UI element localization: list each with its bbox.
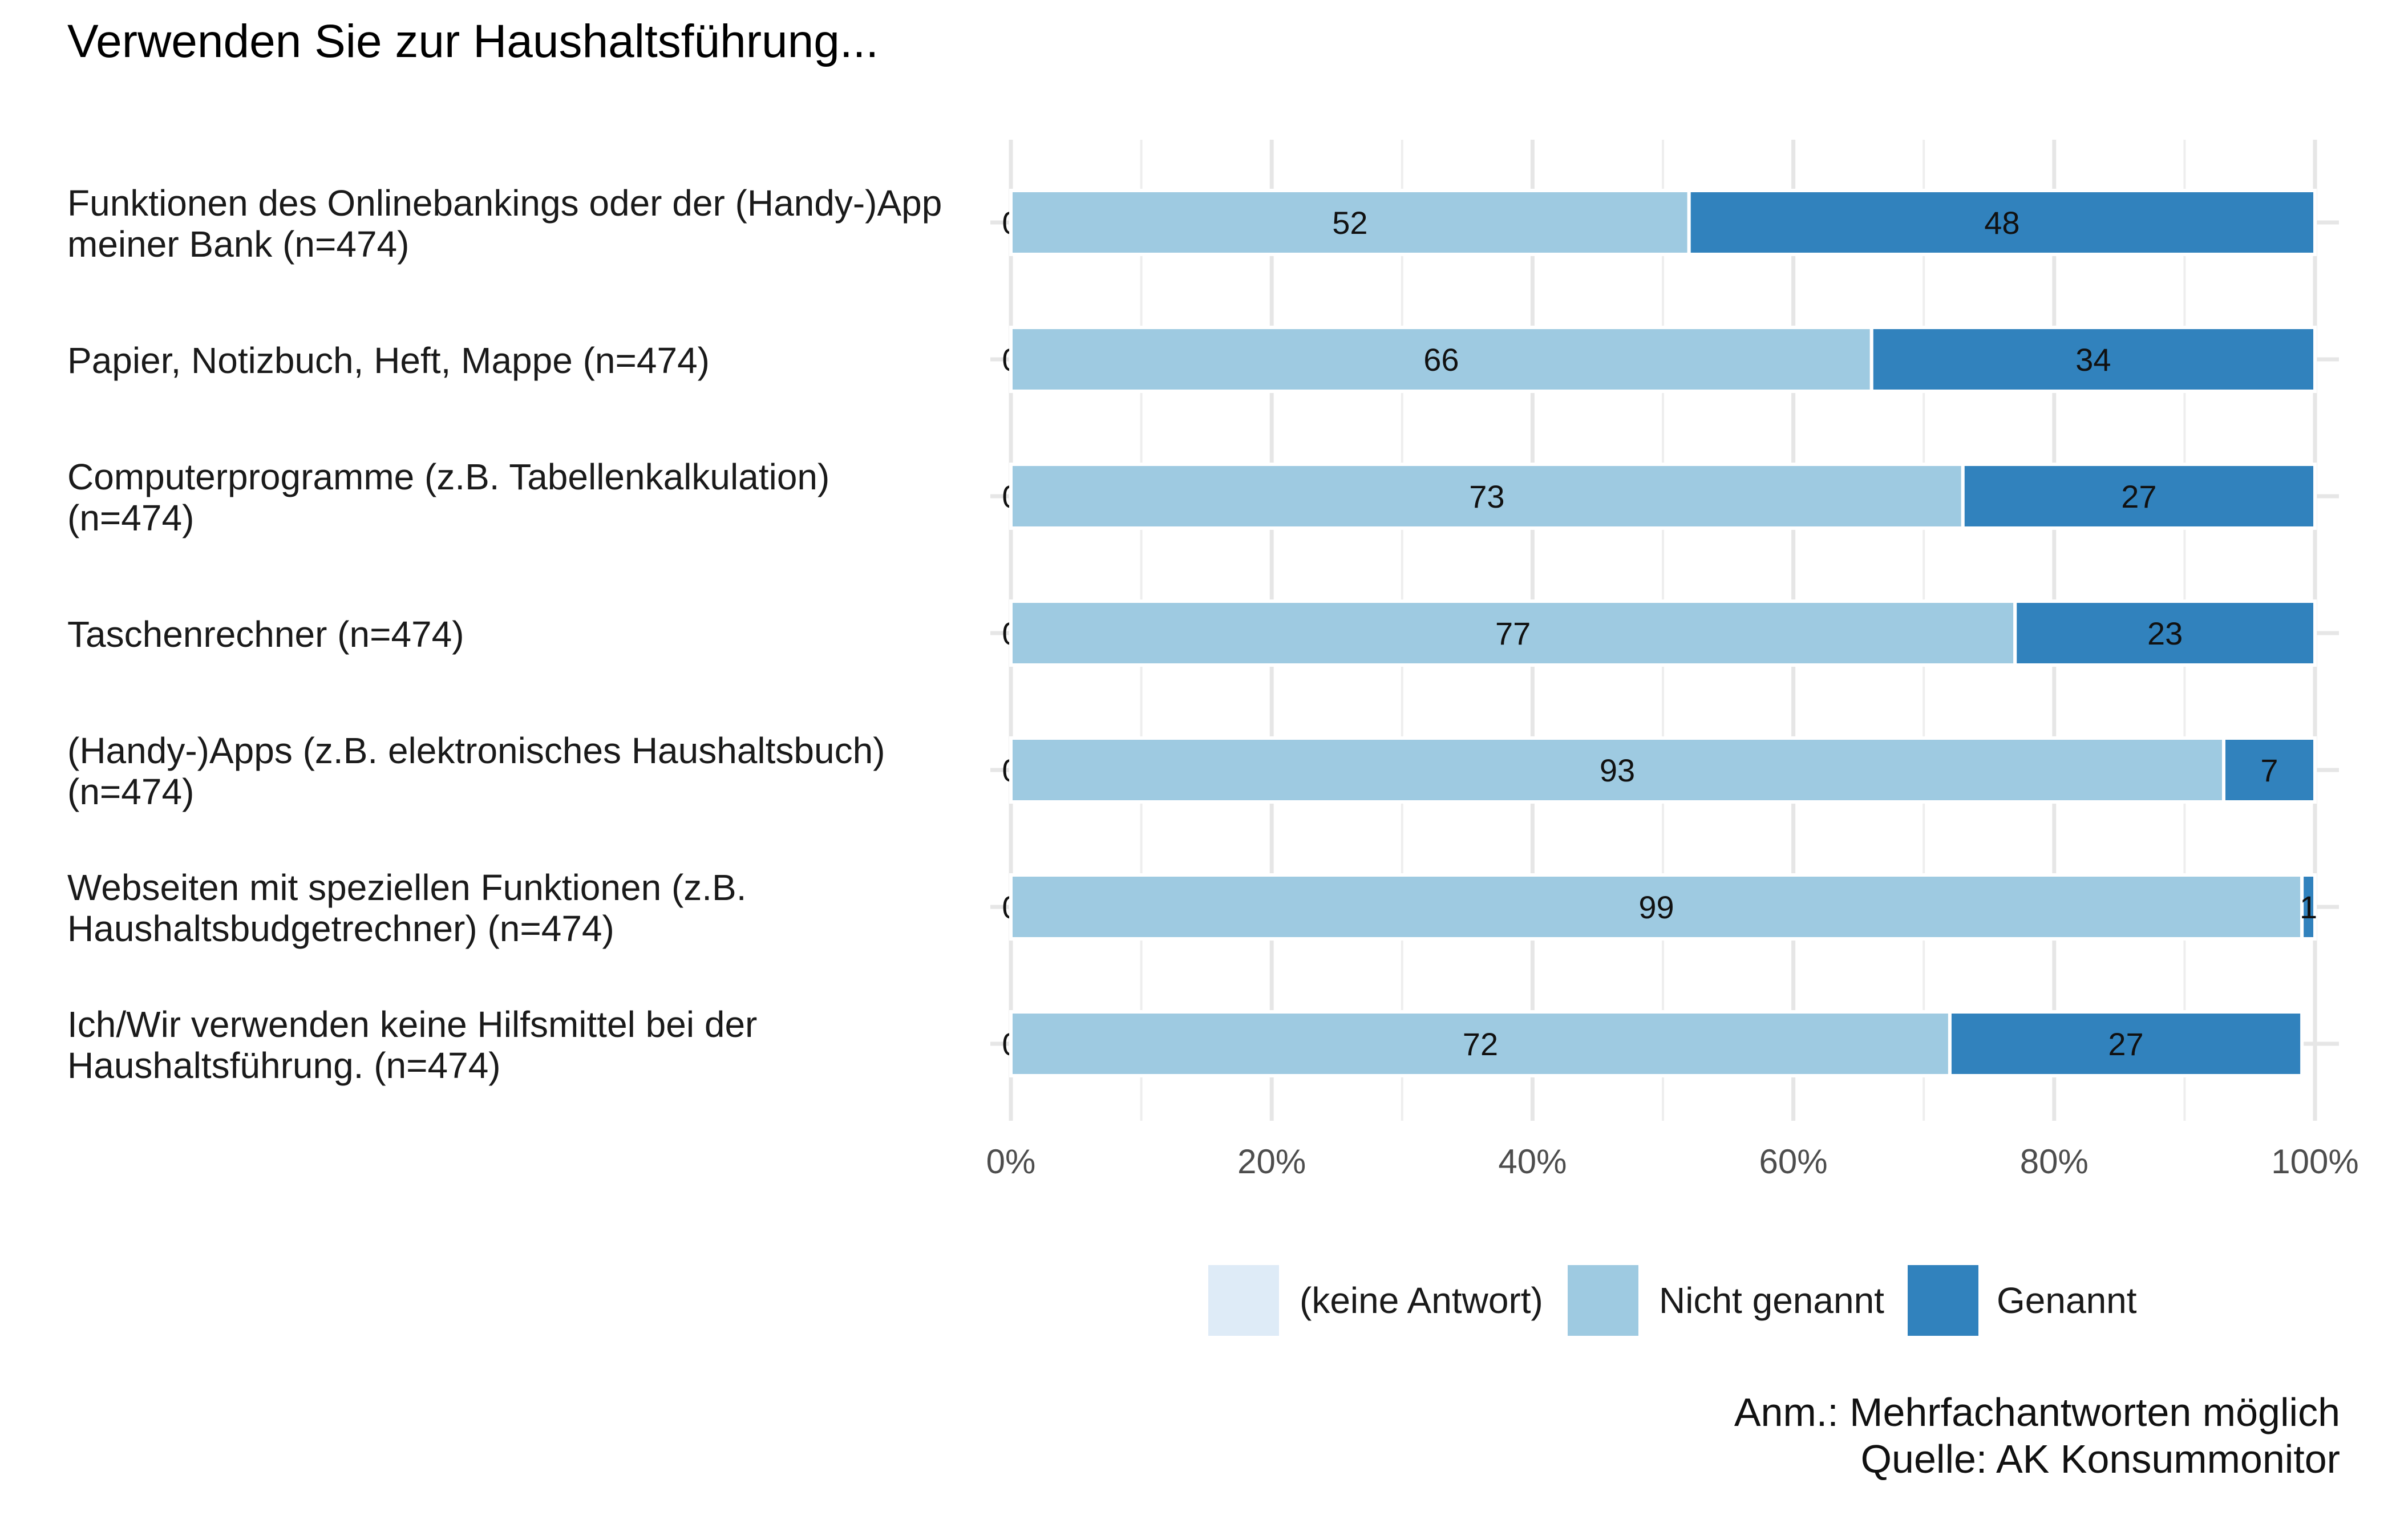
caption-text: Anm.: Mehrfachantworten möglich (1734, 1390, 2340, 1434)
category-label: (n=474) (67, 771, 194, 812)
category-label: Funktionen des Onlinebankings oder der (… (67, 183, 942, 224)
x-tick-label: 40% (1498, 1142, 1567, 1181)
bar-value-label: 23 (2147, 615, 2183, 651)
x-tick-label: 20% (1237, 1142, 1306, 1181)
legend-label: Genannt (1997, 1280, 2137, 1321)
legend-swatch (1568, 1265, 1638, 1336)
bar-value-label: 77 (1495, 615, 1531, 651)
legend-swatch (1908, 1265, 1978, 1336)
bar-segment (1961, 463, 2317, 530)
x-axis-tick-labels: 0% 20% 40% 60% 80% 100% (986, 1142, 2359, 1181)
bar-segment (1687, 189, 2317, 256)
bar-segment (1009, 873, 2304, 941)
bar-value-label: 27 (2108, 1026, 2143, 1062)
x-tick-label: 100% (2271, 1142, 2358, 1181)
bar-value-label: 99 (1638, 889, 1674, 925)
legend-label: Nicht genannt (1659, 1280, 1884, 1321)
bar-segment (1009, 599, 2017, 667)
legend-swatch (1208, 1265, 1279, 1336)
bar-segment (2013, 599, 2317, 667)
bar-segment (1948, 1010, 2304, 1077)
chart-title: Verwenden Sie zur Haushaltsführung... (67, 15, 879, 67)
category-label: Ich/Wir verwenden keine Hilfsmittel bei … (67, 1004, 757, 1045)
bar-value-label: 93 (1600, 752, 1635, 788)
bar-value-label: 72 (1463, 1026, 1498, 1062)
bars: 052480663407327077230937099107227 (1002, 189, 2317, 1077)
caption-text: Quelle: AK Konsummonitor (1861, 1437, 2340, 1481)
bar-segment (1869, 326, 2317, 393)
category-label: (Handy-)Apps (z.B. elektronisches Hausha… (67, 730, 885, 771)
category-label: Haushaltsbudgetrechner) (n=474) (67, 908, 614, 949)
bar-segment (1009, 326, 1873, 393)
category-label: (n=474) (67, 497, 194, 538)
category-label: Haushaltsführung. (n=474) (67, 1045, 501, 1086)
category-label: Webseiten mit speziellen Funktionen (z.B… (67, 867, 747, 908)
category-labels: Funktionen des Onlinebankings oder der (… (67, 183, 942, 1086)
x-tick-label: 60% (1759, 1142, 1828, 1181)
category-label: Taschenrechner (n=474) (67, 614, 464, 655)
category-label: Papier, Notizbuch, Heft, Mappe (n=474) (67, 340, 710, 381)
bar-value-label: 34 (2075, 342, 2111, 378)
legend: (keine Antwort) Nicht genannt Genannt (1208, 1265, 2137, 1336)
bar-value-label: 27 (2121, 479, 2156, 514)
bar-value-label: 1 (2300, 889, 2317, 925)
bar-value-label: 7 (2260, 752, 2278, 788)
bar-segment (2221, 736, 2317, 804)
legend-label: (keine Antwort) (1300, 1280, 1543, 1321)
bar-value-label: 66 (1423, 342, 1459, 378)
bar-segment (1009, 463, 1965, 530)
category-label: Computerprogramme (z.B. Tabellenkalkulat… (67, 456, 829, 497)
bar-segment (1009, 1010, 1952, 1077)
bar-value-label: 73 (1469, 479, 1504, 514)
x-tick-label: 80% (2020, 1142, 2089, 1181)
bar-value-label: 52 (1332, 205, 1367, 241)
x-tick-label: 0% (986, 1142, 1036, 1181)
category-label: meiner Bank (n=474) (67, 224, 409, 265)
bar-value-label: 48 (1984, 205, 2019, 241)
bar-segment (2300, 873, 2317, 941)
